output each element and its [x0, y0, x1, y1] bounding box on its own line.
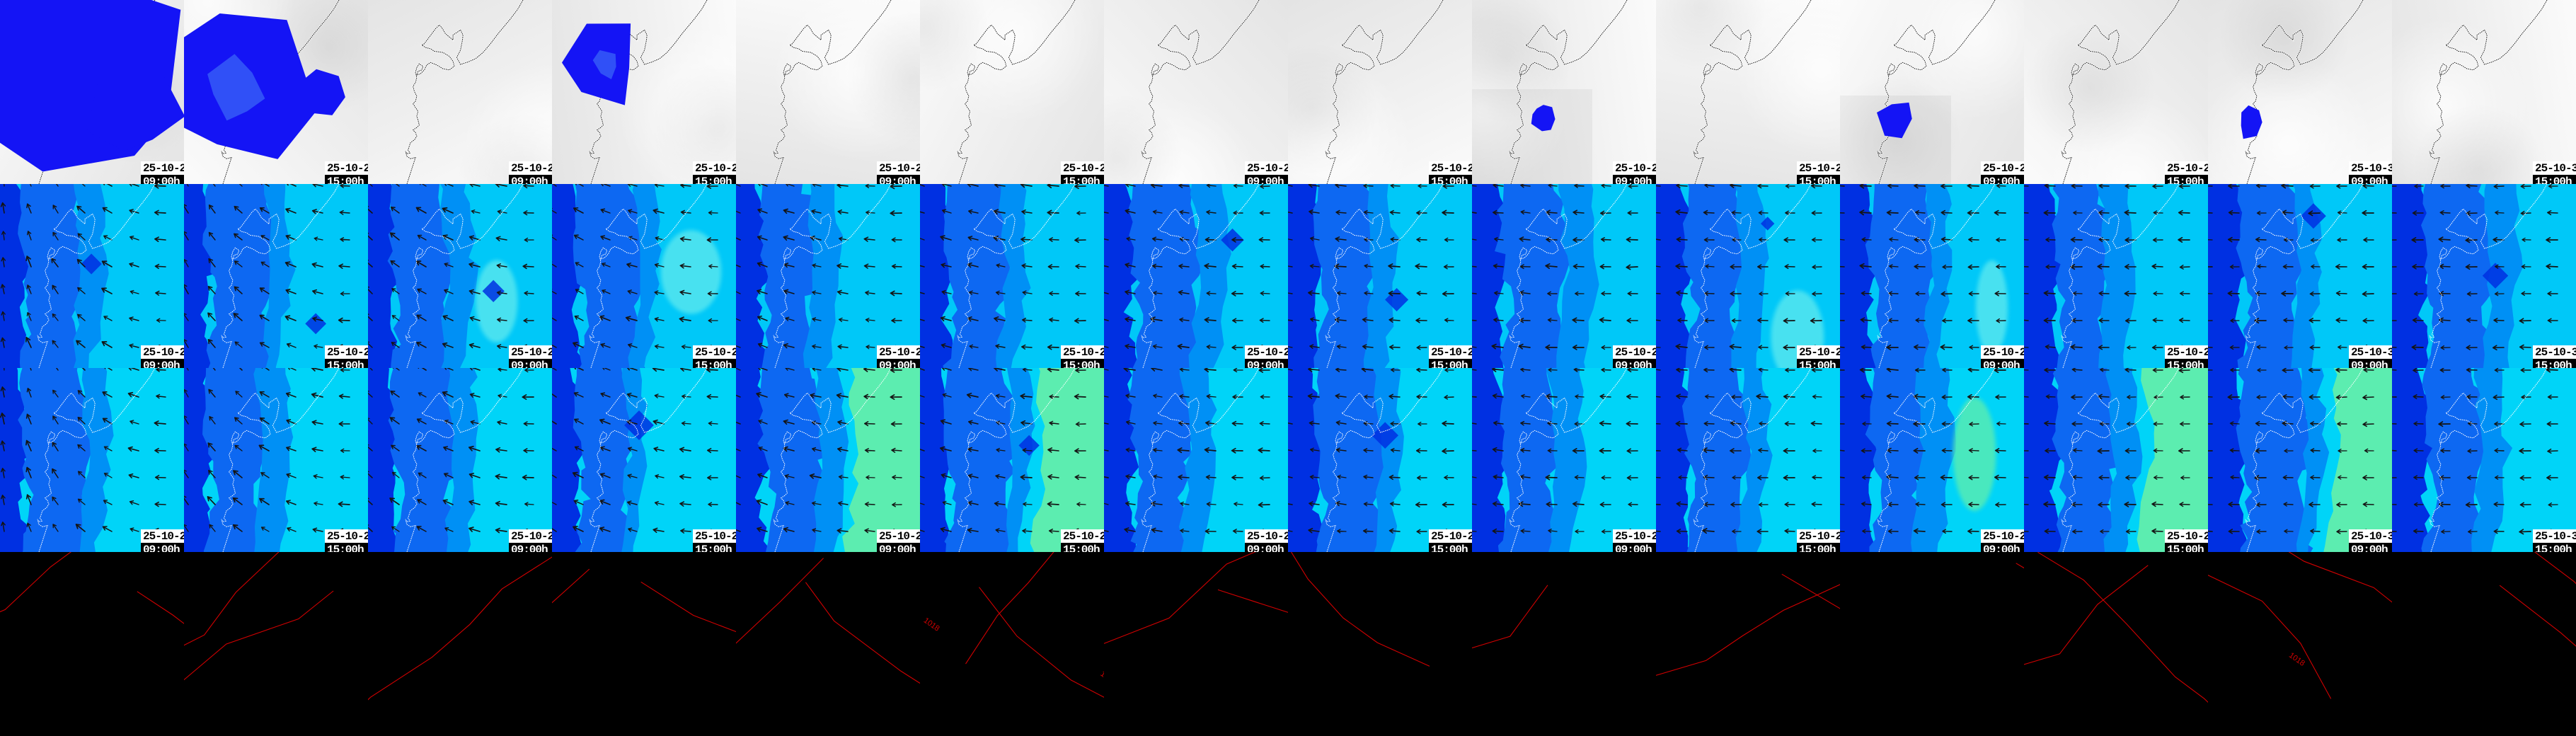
- svg-text:1018: 1018: [2287, 651, 2306, 668]
- svg-text:1018: 1018: [922, 616, 941, 633]
- svg-text:1018: 1018: [1098, 669, 1104, 686]
